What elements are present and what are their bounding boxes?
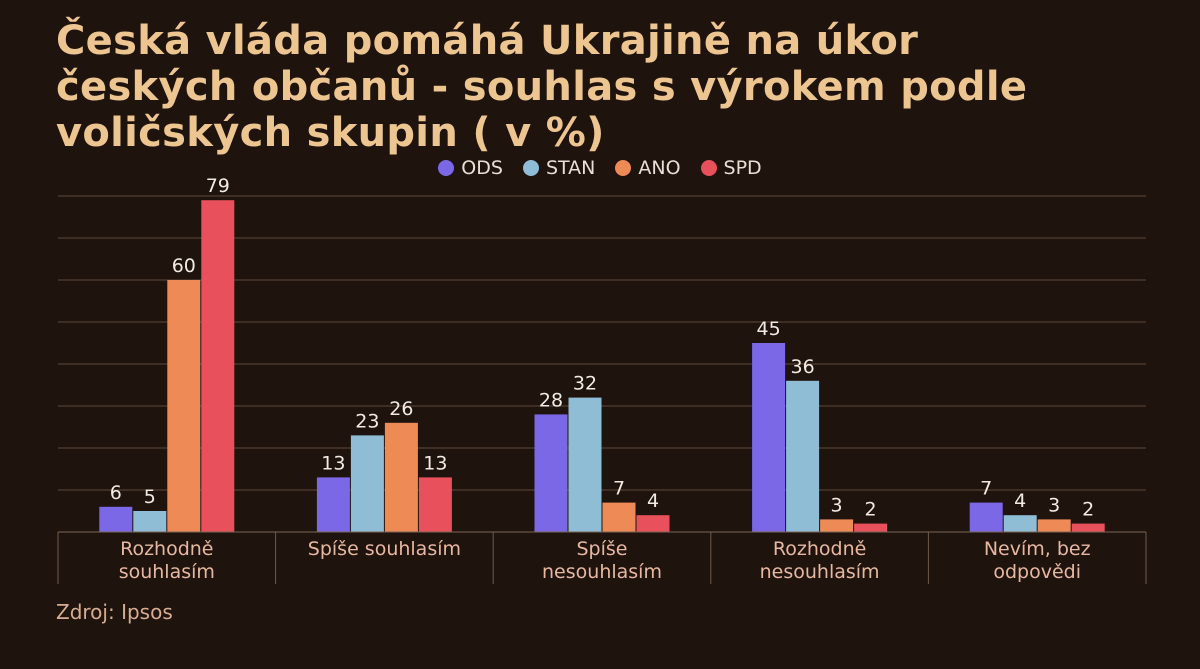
bar-ano-3	[820, 519, 854, 532]
data-label-ano-1: 26	[389, 398, 413, 420]
data-label-stan-4: 4	[1014, 490, 1026, 512]
bar-ods-1	[316, 477, 350, 532]
category-label-3: Rozhodně nesouhlasím	[760, 538, 880, 583]
legend-label-stan: STAN	[545, 157, 596, 179]
legend-item-spd: SPD	[700, 157, 762, 179]
data-label-stan-3: 36	[791, 356, 815, 378]
bar-ano-4	[1037, 519, 1071, 532]
bar-ods-4	[969, 502, 1003, 532]
category-label-0: Rozhodně souhlasím	[119, 538, 215, 583]
legend-swatch-ano	[615, 160, 632, 176]
bar-spd-3	[854, 523, 888, 532]
data-label-stan-0: 5	[144, 486, 156, 508]
bar-spd-4	[1071, 523, 1105, 532]
source-note: Zdroj: Ipsos	[56, 600, 173, 624]
data-label-spd-2: 4	[647, 490, 659, 512]
bar-ods-3	[752, 343, 786, 532]
data-label-spd-4: 2	[1082, 499, 1094, 521]
legend-item-ods: ODS	[438, 157, 503, 179]
category-label-2: Spíše nesouhlasím	[542, 538, 662, 583]
data-label-spd-0: 79	[206, 175, 230, 197]
category-label-4: Nevím, bez odpovědi	[984, 538, 1091, 583]
bar-ods-0	[99, 506, 133, 532]
data-label-spd-1: 13	[423, 452, 447, 474]
bar-spd-2	[636, 515, 670, 532]
data-label-ano-3: 3	[831, 494, 843, 516]
data-label-spd-3: 2	[865, 499, 877, 521]
data-label-ods-2: 28	[539, 389, 563, 411]
legend-swatch-ods	[438, 160, 455, 176]
bar-stan-4	[1003, 515, 1037, 532]
data-label-ano-4: 3	[1048, 494, 1060, 516]
data-label-stan-2: 32	[573, 373, 597, 395]
bar-ano-0	[167, 280, 201, 532]
bar-ano-2	[602, 502, 636, 532]
chart-title-line-1: Česká vláda pomáhá Ukrajině na úkor	[56, 18, 919, 64]
legend-swatch-stan	[522, 160, 539, 176]
category-label-1: Spíše souhlasím	[308, 538, 461, 560]
legend-label-ods: ODS	[461, 157, 503, 179]
bar-stan-0	[133, 511, 167, 532]
legend-item-stan: STAN	[522, 157, 596, 179]
chart-title-line-2: českých občanů - souhlas s výrokem podle	[56, 64, 1028, 110]
bar-stan-1	[350, 435, 384, 532]
bar-stan-3	[786, 380, 820, 532]
bar-spd-0	[201, 200, 235, 532]
data-label-ano-0: 60	[172, 255, 196, 277]
data-label-stan-1: 23	[355, 410, 379, 432]
legend-item-ano: ANO	[615, 157, 681, 179]
data-label-ods-0: 6	[110, 482, 122, 504]
legend-label-ano: ANO	[638, 157, 681, 179]
chart-legend: ODS STAN ANO SPD	[0, 157, 1200, 179]
bar-ano-1	[384, 422, 418, 532]
data-label-ods-1: 13	[321, 452, 345, 474]
data-label-ods-4: 7	[980, 478, 992, 500]
legend-label-spd: SPD	[723, 157, 762, 179]
chart-title-line-3: voličských skupin ( v %)	[56, 110, 605, 156]
chart-title: Česká vláda pomáhá Ukrajině na úkor česk…	[56, 18, 1176, 156]
legend-swatch-spd	[700, 160, 717, 176]
bar-spd-1	[418, 477, 452, 532]
data-label-ano-2: 7	[613, 478, 625, 500]
bar-stan-2	[568, 397, 602, 532]
bar-ods-2	[534, 414, 568, 532]
data-label-ods-3: 45	[757, 318, 781, 340]
